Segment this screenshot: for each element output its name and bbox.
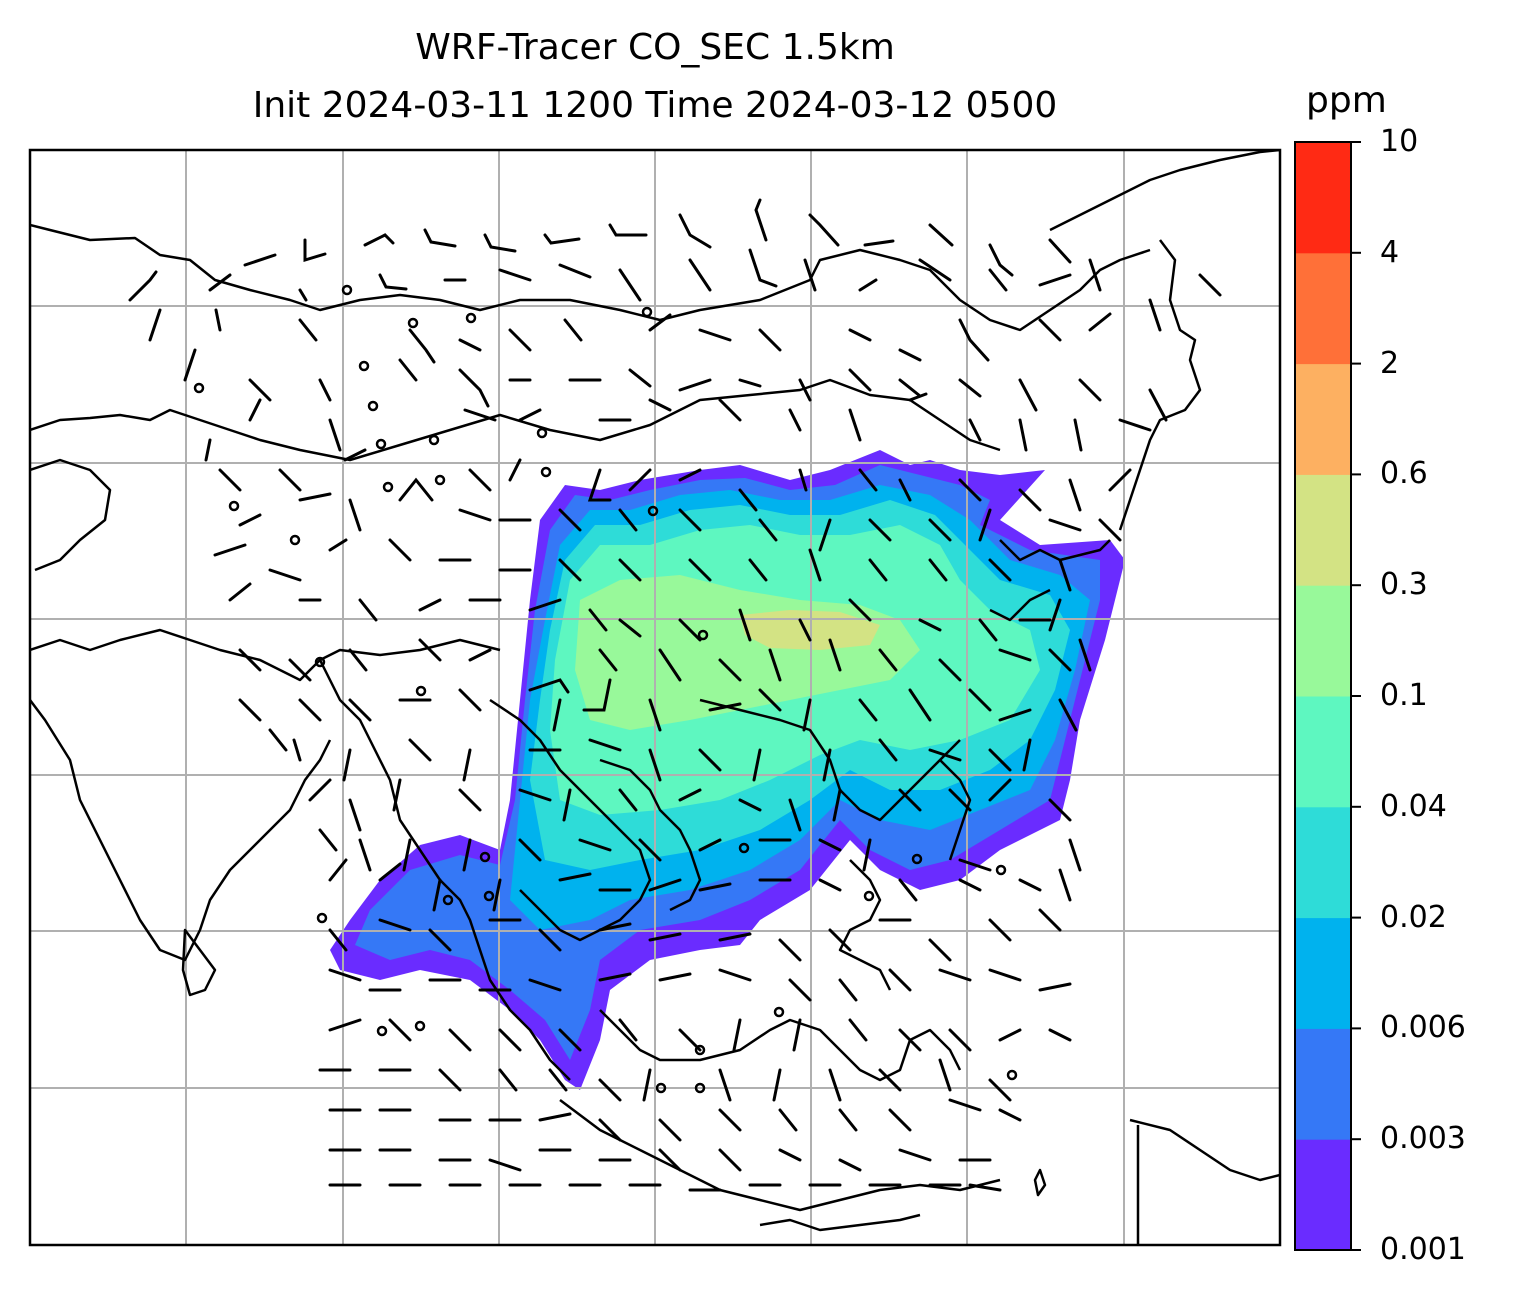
colorbar-segment (1295, 474, 1351, 586)
colorbar-segment (1295, 1028, 1351, 1140)
colorbar-tick-label: 10 (1380, 124, 1419, 159)
colorbar-segment (1295, 917, 1351, 1029)
colorbar-segment (1295, 696, 1351, 808)
colorbar-tick-label: 0.04 (1380, 788, 1447, 824)
colorbar (1295, 141, 1361, 1251)
wind-barbs (128, 198, 1222, 1192)
map-plot-area (30, 150, 1280, 1245)
calm-wind-markers (193, 284, 1018, 1094)
colorbar-unit: ppm (1306, 80, 1387, 121)
colorbar-segment (1295, 252, 1351, 365)
colorbar-tick-label: 0.02 (1380, 899, 1447, 935)
colorbar-tick-label: 0.1 (1380, 678, 1428, 713)
colorbar-tick-label: 0.001 (1380, 1232, 1466, 1267)
colorbar-segment (1295, 806, 1351, 919)
colorbar-segment (1295, 363, 1351, 475)
map-title-line-2: Init 2024-03-11 1200 Time 2024-03-12 050… (252, 85, 1058, 126)
map-title-line-1: WRF-Tracer CO_SEC 1.5km (415, 27, 895, 68)
colorbar-tick-label: 4 (1380, 234, 1400, 270)
colorbar-tick-label: 0.003 (1380, 1121, 1466, 1157)
colorbar-segment (1295, 142, 1351, 254)
coastlines (30, 150, 1280, 1245)
colorbar-frame (1294, 141, 1352, 1251)
colorbar-segment (1295, 585, 1351, 697)
colorbar-tick-label: 0.3 (1380, 567, 1428, 603)
colorbar-segment (1295, 1139, 1351, 1251)
colorbar-tick-label: 0.006 (1380, 1010, 1466, 1046)
colorbar-tick-label: 2 (1380, 345, 1400, 381)
colorbar-tick-label: 0.6 (1380, 456, 1428, 492)
co-plume (330, 450, 1125, 1090)
map-frame (28, 148, 1282, 1247)
